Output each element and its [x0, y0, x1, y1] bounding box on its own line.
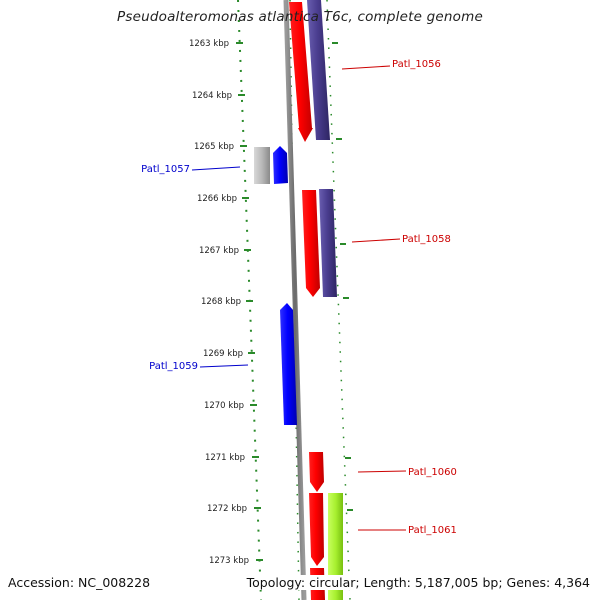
leader-line-patl-1060 — [357, 470, 407, 473]
gene-label-patl-1058[interactable]: Patl_1058 — [402, 234, 451, 245]
tick-label: 1264 kbp — [192, 91, 232, 101]
gene-label-patl-1056[interactable]: Patl_1056 — [392, 59, 441, 70]
leader-line-patl-1058 — [351, 238, 401, 243]
tick-label: 1263 kbp — [189, 39, 229, 49]
label-lines — [191, 65, 407, 531]
tick-label: 1267 kbp — [199, 246, 239, 256]
tick-labels: 1263 kbp 1264 kbp 1265 kbp 1266 kbp 1267… — [189, 39, 249, 566]
gene-label-patl-1060[interactable]: Patl_1060 — [408, 467, 457, 478]
leader-line-patl-1059 — [199, 364, 249, 368]
gene-feature-green[interactable] — [328, 493, 343, 600]
tick-label: 1271 kbp — [205, 453, 245, 463]
accession-label: Accession: NC_008228 — [8, 575, 151, 590]
leader-line-patl-1056 — [341, 65, 391, 70]
gene-label-patl-1057[interactable]: Patl_1057 — [141, 164, 190, 175]
tick-label: 1273 kbp — [209, 556, 249, 566]
gene-patl-1057[interactable] — [273, 146, 288, 184]
genome-summary: Topology: circular; Length: 5,187,005 bp… — [246, 575, 590, 590]
gene-feature-grey[interactable] — [254, 147, 270, 184]
tick-label: 1270 kbp — [204, 401, 244, 411]
gene-patl-1061[interactable] — [309, 493, 324, 566]
map-title: Pseudoalteromonas atlantica T6c, complet… — [117, 9, 483, 25]
leader-line-patl-1057 — [191, 166, 241, 171]
gene-patl-1060[interactable] — [309, 452, 324, 492]
gene-patl-1058[interactable] — [302, 190, 320, 297]
gene-label-patl-1061[interactable]: Patl_1061 — [408, 525, 457, 536]
gene-label-patl-1059[interactable]: Patl_1059 — [149, 361, 198, 372]
genome-backbone — [283, 0, 307, 600]
tick-label: 1265 kbp — [194, 142, 234, 152]
gene-feature-purple-2[interactable] — [319, 189, 337, 297]
tick-label: 1266 kbp — [197, 194, 237, 204]
gene-patl-1059[interactable] — [280, 303, 297, 425]
tick-marks — [236, 42, 353, 561]
tick-label: 1268 kbp — [201, 297, 241, 307]
gene-patl-1056[interactable] — [289, 2, 313, 142]
tick-label: 1269 kbp — [203, 349, 243, 359]
gene-feature-purple-1[interactable] — [307, 0, 330, 140]
tick-label: 1272 kbp — [207, 504, 247, 514]
gene-labels: Patl_1056 Patl_1057 Patl_1058 Patl_1059 … — [141, 59, 457, 536]
genes — [254, 0, 343, 600]
